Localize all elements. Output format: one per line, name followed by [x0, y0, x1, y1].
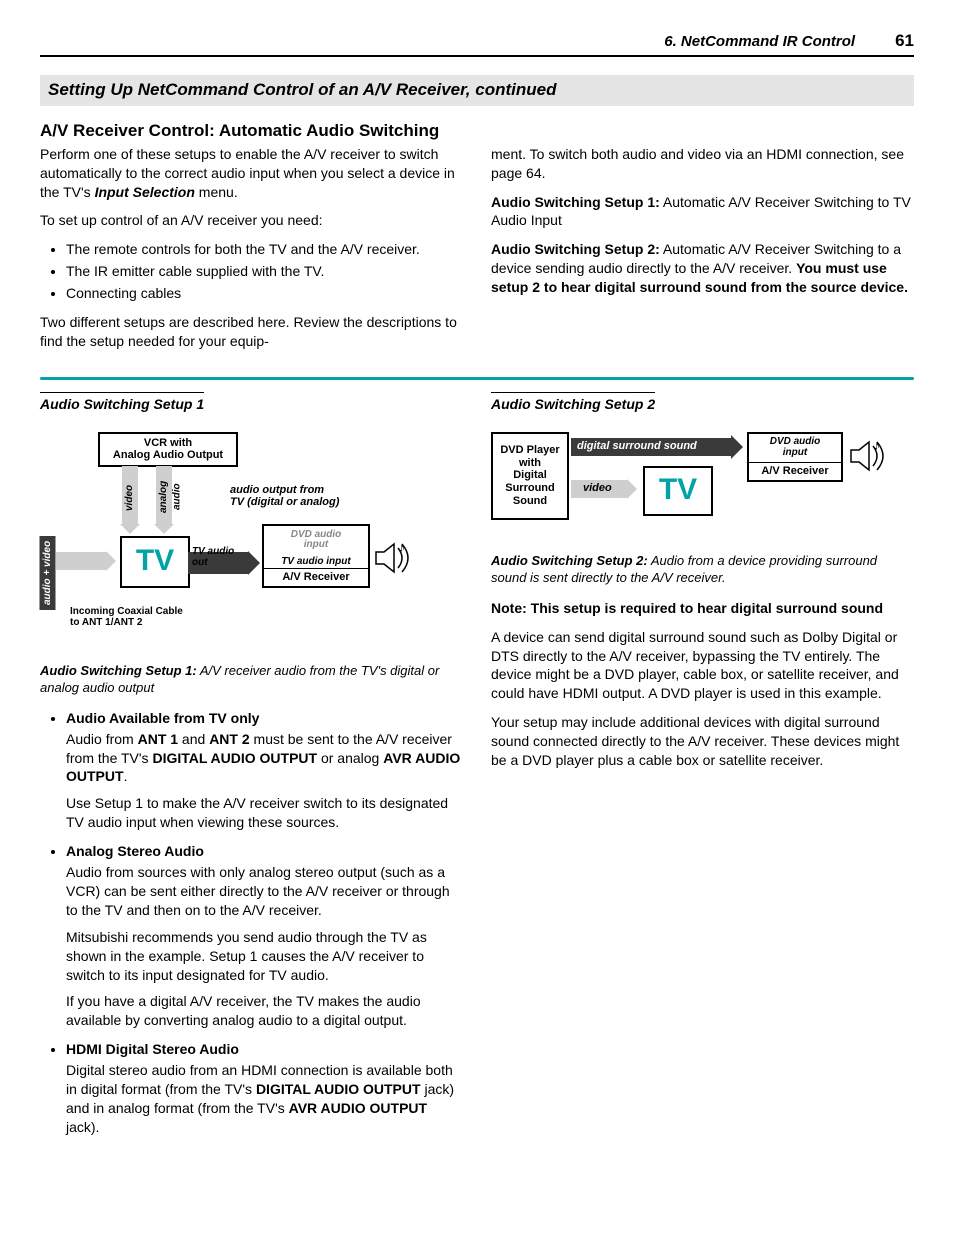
setup1-summary: Audio Switching Setup 1: Automatic A/V R… [491, 193, 914, 231]
dvd-input-label: DVD audio input [268, 530, 364, 550]
setup1-item: HDMI Digital Stereo Audio Digital stereo … [66, 1040, 463, 1136]
vcr-box: VCR with Analog Audio Output [98, 432, 238, 467]
coax-label: Incoming Coaxial Cable to ANT 1/ANT 2 [70, 606, 183, 628]
intro-p3b: ment. To switch both audio and video via… [491, 145, 914, 183]
avr-label-2: A/V Receiver [749, 462, 841, 480]
surround-arrow: digital surround sound [571, 438, 731, 456]
intro-p2: To set up control of an A/V receiver you… [40, 211, 463, 230]
dvd-box: DVD Player with Digital Surround Sound [491, 432, 569, 520]
avr-label: A/V Receiver [264, 568, 368, 586]
setup1-caption: Audio Switching Setup 1: A/V receiver au… [40, 662, 463, 697]
intro-p3: Two different setups are described here.… [40, 313, 463, 351]
setup2-note-head: Note: This setup is required to hear dig… [491, 599, 914, 618]
intro-right: ment. To switch both audio and video via… [491, 145, 914, 361]
chapter-title: 6. NetCommand IR Control [664, 32, 855, 52]
setup1-title: Audio Switching Setup 1 [40, 392, 204, 414]
setup2-p1: A device can send digital surround sound… [491, 628, 914, 704]
intro-p1: Perform one of these setups to enable th… [40, 145, 463, 202]
setup2-title: Audio Switching Setup 2 [491, 392, 655, 414]
setup2-p2: Your setup may include additional device… [491, 713, 914, 770]
subsection-heading: A/V Receiver Control: Automatic Audio Sw… [40, 120, 914, 143]
setup1-diagram: VCR with Analog Audio Output video analo… [40, 432, 463, 652]
setup1-item: Audio Available from TV only Audio from A… [66, 709, 463, 832]
setup2-column: Audio Switching Setup 2 DVD Player with … [491, 392, 914, 1147]
svg-text:♪: ♪ [873, 439, 880, 454]
tv-audio-out-label: TV audio out [192, 546, 234, 568]
svg-text:♪: ♪ [398, 541, 405, 556]
dvd-input-label-2: DVD audio input [749, 436, 841, 458]
item-head: HDMI Digital Stereo Audio [66, 1040, 463, 1059]
video-label: video [123, 476, 137, 520]
setup1-items: Audio Available from TV only Audio from A… [40, 709, 463, 1137]
speaker-icon-2: ♪ [847, 436, 897, 481]
item-paragraph: If you have a digital A/V receiver, the … [66, 992, 463, 1030]
setup-columns: Audio Switching Setup 1 VCR with Analog … [40, 392, 914, 1147]
speaker-icon: ♪ [372, 538, 422, 583]
requirements-list: The remote controls for both the TV and … [40, 240, 463, 303]
section-title: Setting Up NetCommand Control of an A/V … [40, 75, 914, 106]
page-number: 61 [895, 30, 914, 53]
tv-box-2: TV [643, 466, 713, 516]
setup2-diagram: DVD Player with Digital Surround Sound d… [491, 432, 914, 542]
teal-divider [40, 377, 914, 380]
item-paragraph: Audio from sources with only analog ster… [66, 863, 463, 920]
intro-left: Perform one of these setups to enable th… [40, 145, 463, 361]
setup2-caption: Audio Switching Setup 2: Audio from a de… [491, 552, 914, 587]
item-paragraph: Audio from ANT 1 and ANT 2 must be sent … [66, 730, 463, 787]
setup1-column: Audio Switching Setup 1 VCR with Analog … [40, 392, 463, 1147]
item-paragraph: Digital stereo audio from an HDMI connec… [66, 1061, 463, 1137]
audio-out-label: audio output from TV (digital or analog) [230, 484, 339, 508]
surround-label: digital surround sound [577, 439, 697, 454]
audio-video-label: audio + video [40, 536, 56, 610]
item-paragraph: Use Setup 1 to make the A/V receiver swi… [66, 794, 463, 832]
setup1-item: Analog Stereo Audio Audio from sources wi… [66, 842, 463, 1030]
coax-arrow [56, 552, 106, 570]
analog-audio-label: analog audio [157, 468, 184, 526]
item-paragraph: Mitsubishi recommends you send audio thr… [66, 928, 463, 985]
intro-columns: Perform one of these setups to enable th… [40, 145, 914, 361]
tv-box: TV [120, 536, 190, 588]
item-head: Audio Available from TV only [66, 709, 463, 728]
avr-box: DVD audio input TV audio input A/V Recei… [262, 524, 370, 588]
req-item: The IR emitter cable supplied with the T… [66, 262, 463, 281]
req-item: Connecting cables [66, 284, 463, 303]
page-header: 6. NetCommand IR Control 61 [40, 30, 914, 57]
item-head: Analog Stereo Audio [66, 842, 463, 861]
tv-audio-in-label: TV audio input [268, 556, 364, 568]
video-label-2: video [583, 482, 612, 494]
avr-box-2: DVD audio input A/V Receiver [747, 432, 843, 482]
req-item: The remote controls for both the TV and … [66, 240, 463, 259]
setup2-summary: Audio Switching Setup 2: Automatic A/V R… [491, 240, 914, 297]
